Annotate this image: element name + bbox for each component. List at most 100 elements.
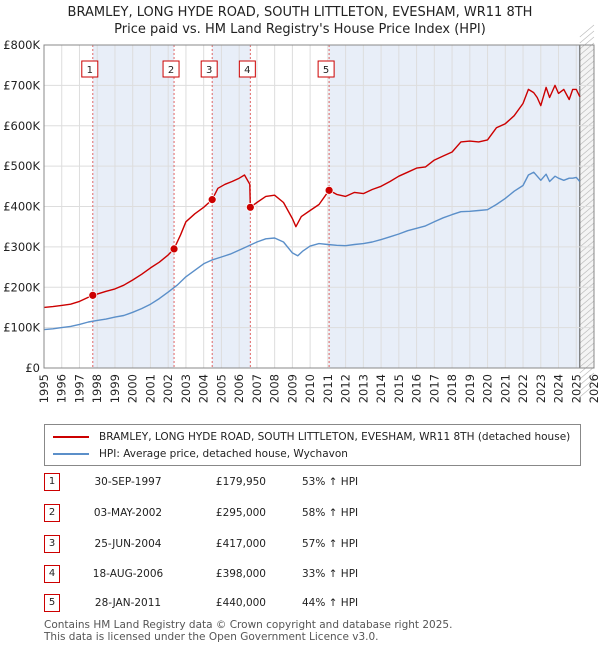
hatch-line bbox=[579, 24, 595, 38]
hatch-line bbox=[579, 108, 595, 122]
y-tick-label: £0 bbox=[25, 361, 40, 375]
hatch-line bbox=[579, 342, 595, 356]
sale-label-box bbox=[162, 60, 180, 78]
x-tick-label: 2018 bbox=[445, 374, 459, 403]
property-price-line bbox=[43, 84, 581, 309]
hatch-line bbox=[579, 144, 595, 158]
x-tick-label: 2002 bbox=[161, 374, 175, 403]
x-tick-label: 2022 bbox=[516, 374, 530, 403]
hatch-line bbox=[579, 186, 595, 200]
sale-label-text: 3 bbox=[206, 65, 212, 76]
hatch-line bbox=[579, 210, 595, 224]
footer-copyright: Contains HM Land Registry data © Crown c… bbox=[44, 619, 453, 631]
hatch-line bbox=[579, 162, 595, 176]
hatch-line bbox=[579, 384, 595, 398]
sale-label-box bbox=[238, 60, 256, 78]
hatch-line bbox=[579, 372, 595, 386]
hatch-line bbox=[579, 102, 595, 116]
hatch-line bbox=[579, 300, 595, 314]
sale-label-box bbox=[317, 60, 335, 78]
sale-label-box bbox=[200, 60, 218, 78]
legend-item-hpi: HPI: Average price, detached house, Wych… bbox=[53, 446, 348, 462]
x-tick-label: 2009 bbox=[285, 374, 299, 403]
hpi-line-swatch bbox=[53, 453, 89, 455]
x-tick-label: 2001 bbox=[143, 374, 157, 403]
hpi-line bbox=[43, 171, 581, 331]
chart-title: BRAMLEY, LONG HYDE ROAD, SOUTH LITTLETON… bbox=[67, 5, 533, 20]
plot-frame bbox=[43, 44, 595, 369]
hatch-line bbox=[579, 378, 595, 392]
hatch-line bbox=[579, 360, 595, 374]
y-tick-label: £800K bbox=[3, 38, 40, 52]
sale-point bbox=[88, 290, 98, 300]
x-tick-label: 2014 bbox=[374, 374, 388, 403]
x-tick-label: 1997 bbox=[72, 374, 86, 403]
sale-price: £295,000 bbox=[215, 507, 266, 519]
sale-label-text: 2 bbox=[168, 65, 174, 76]
x-tick-label: 2005 bbox=[214, 374, 228, 403]
sale-point bbox=[207, 195, 217, 205]
hatch-line bbox=[579, 66, 595, 80]
x-tick-label: 2012 bbox=[339, 374, 353, 403]
footer-license: This data is licensed under the Open Gov… bbox=[44, 631, 379, 643]
x-tick-label: 1998 bbox=[90, 374, 104, 403]
hatch-line bbox=[579, 156, 595, 170]
hatch-line bbox=[579, 192, 595, 206]
x-tick-label: 2021 bbox=[498, 374, 512, 403]
hatch-line bbox=[579, 150, 595, 164]
sale-label-text: 4 bbox=[244, 65, 250, 76]
hatch-line bbox=[579, 54, 595, 68]
hatch-line bbox=[579, 180, 595, 194]
property-line-swatch bbox=[53, 436, 89, 438]
hatch-line bbox=[579, 324, 595, 338]
sale-point bbox=[245, 202, 255, 212]
hatch-line bbox=[579, 336, 595, 350]
hatch-line bbox=[579, 330, 595, 344]
sale-date: 03-MAY-2002 bbox=[93, 507, 163, 519]
hatch-line bbox=[579, 246, 595, 260]
x-tick-label: 1996 bbox=[55, 374, 69, 403]
x-tick-label: 2020 bbox=[481, 374, 495, 403]
hatch-line bbox=[579, 90, 595, 104]
sale-number-badge: 3 bbox=[44, 535, 60, 553]
x-tick-label: 2017 bbox=[427, 374, 441, 403]
sale-number-badge: 1 bbox=[44, 473, 60, 491]
y-tick-label: £400K bbox=[3, 200, 40, 214]
legend-item-property: BRAMLEY, LONG HYDE ROAD, SOUTH LITTLETON… bbox=[53, 429, 570, 445]
hatch-line bbox=[579, 252, 595, 266]
price-chart: 1 2 3 4 5 £0 £100K £200K £300K £400K £500K £600K £7… bbox=[3, 24, 600, 403]
hatch-line bbox=[579, 354, 595, 368]
hatch-line bbox=[579, 306, 595, 320]
sale-label-text: 5 bbox=[323, 65, 329, 76]
sale-label-text: 1 bbox=[87, 65, 93, 76]
x-tick-label: 1999 bbox=[108, 374, 122, 403]
x-tick-label: 2013 bbox=[356, 374, 370, 403]
hatch-line bbox=[579, 174, 595, 188]
hatch-line bbox=[579, 222, 595, 236]
x-tick-label: 2019 bbox=[463, 374, 477, 403]
sale-point bbox=[324, 185, 334, 195]
sale-price: £398,000 bbox=[215, 568, 266, 580]
hatch-line bbox=[579, 126, 595, 140]
sale-number-badge: 5 bbox=[44, 594, 60, 612]
footer: Contains HM Land Registry data © Crown c… bbox=[44, 619, 452, 643]
x-tick-label: 2008 bbox=[268, 374, 282, 403]
x-tick-label: 2007 bbox=[250, 374, 264, 403]
chart-subtitle: Price paid vs. HM Land Registry's House … bbox=[114, 22, 486, 37]
hatch-line bbox=[579, 270, 595, 284]
x-tick-label: 2023 bbox=[534, 374, 548, 403]
sale-hpi-change: 33% ↑ HPI bbox=[302, 568, 359, 580]
sale-number-badge: 4 bbox=[44, 565, 60, 583]
sale-hpi-change: 58% ↑ HPI bbox=[302, 507, 359, 519]
hatch-line bbox=[579, 234, 595, 248]
sale-date: 18-AUG-2006 bbox=[92, 568, 164, 580]
y-tick-label: £600K bbox=[3, 119, 40, 133]
sale-hpi-change: 44% ↑ HPI bbox=[302, 597, 359, 609]
hatch-line bbox=[579, 366, 595, 380]
sale-period-bands bbox=[44, 24, 595, 398]
x-tick-label: 2024 bbox=[552, 374, 566, 403]
sale-price: £417,000 bbox=[215, 538, 266, 550]
y-tick-label: £700K bbox=[3, 78, 40, 92]
hatch-line bbox=[579, 96, 595, 110]
sale-price: £179,950 bbox=[215, 476, 266, 488]
